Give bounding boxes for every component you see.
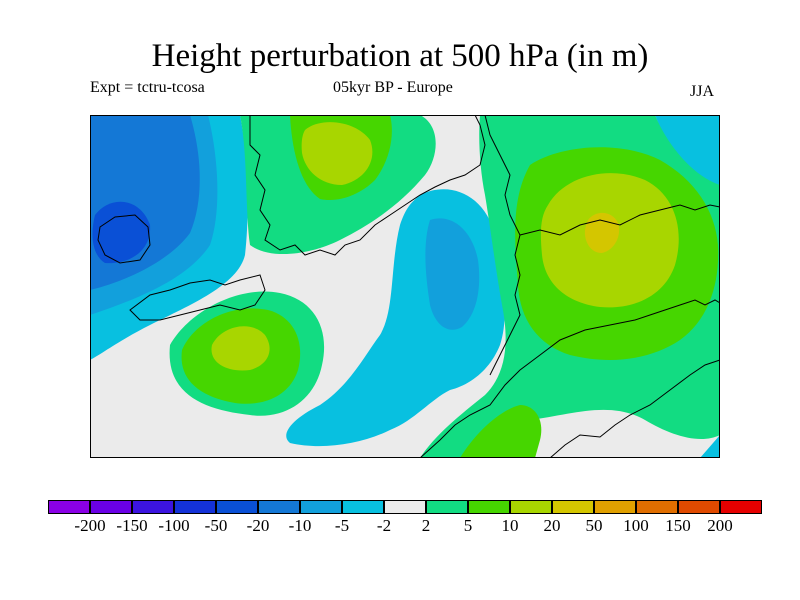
negative-region-west-deep [92, 201, 151, 264]
coastline-south [549, 359, 720, 458]
colorbar-tick-label: 10 [501, 516, 519, 535]
contour-map [90, 115, 720, 458]
colorbar-swatch [384, 500, 426, 514]
coastline-baltic [484, 115, 521, 376]
positive-region-north-core [301, 122, 373, 185]
colorbar-swatch [216, 500, 258, 514]
colorbar-tick-label: 150 [665, 516, 691, 535]
colorbar-swatch [594, 500, 636, 514]
colorbar-swatch [48, 500, 90, 514]
colorbar-swatch [426, 500, 468, 514]
map-panel [90, 115, 720, 458]
map-title: Height perturbation at 500 hPa (in m) [151, 38, 649, 74]
positive-region-south-east [460, 405, 542, 458]
coastline-east-europe [519, 204, 720, 236]
period-region-label: 05kyr BP - Europe [333, 79, 453, 96]
colorbar-swatch [342, 500, 384, 514]
coastline-britain [129, 274, 266, 321]
negative-region-southeast [700, 435, 720, 458]
colorbar-tick-label: -200 [74, 516, 106, 535]
colorbar-swatch [552, 500, 594, 514]
colorbar-swatch [720, 500, 762, 514]
colorbar-tick-label: 20 [543, 516, 561, 535]
colorbar-tick-label: 50 [585, 516, 603, 535]
coastline-iceland [97, 214, 151, 264]
colorbar-tick-label: -100 [158, 516, 190, 535]
experiment-label: Expt = tctru-tcosa [90, 79, 205, 96]
colorbar-swatch [510, 500, 552, 514]
colorbar-tick-label: 200 [707, 516, 733, 535]
positive-region-south-west-core [211, 326, 270, 371]
colorbar-swatch [174, 500, 216, 514]
colorbar-swatch [300, 500, 342, 514]
colorbar-swatch [636, 500, 678, 514]
colorbar-swatch [90, 500, 132, 514]
colorbar-tick-label: -150 [116, 516, 148, 535]
colorbar-swatch [258, 500, 300, 514]
colorbar-tick-label: -5 [334, 516, 350, 535]
colorbar [48, 500, 762, 514]
colorbar-tick-label: -10 [288, 516, 312, 535]
coastlines [97, 115, 720, 458]
negative-region-central-inner [425, 218, 480, 330]
colorbar-tick-label: -50 [204, 516, 228, 535]
season-label: JJA [690, 83, 715, 100]
colorbar-tick-label: 2 [421, 516, 431, 535]
coastline-continental [419, 299, 720, 458]
colorbar-tick-label: 5 [463, 516, 473, 535]
colorbar-swatch [132, 500, 174, 514]
colorbar-tick-label: -2 [376, 516, 392, 535]
negative-region-northeast [655, 115, 720, 185]
colorbar-tick-label: -20 [246, 516, 270, 535]
colorbar-swatch [678, 500, 720, 514]
colorbar-swatch [468, 500, 510, 514]
coastline-scandinavia [249, 115, 486, 256]
colorbar-tick-label: 100 [623, 516, 649, 535]
